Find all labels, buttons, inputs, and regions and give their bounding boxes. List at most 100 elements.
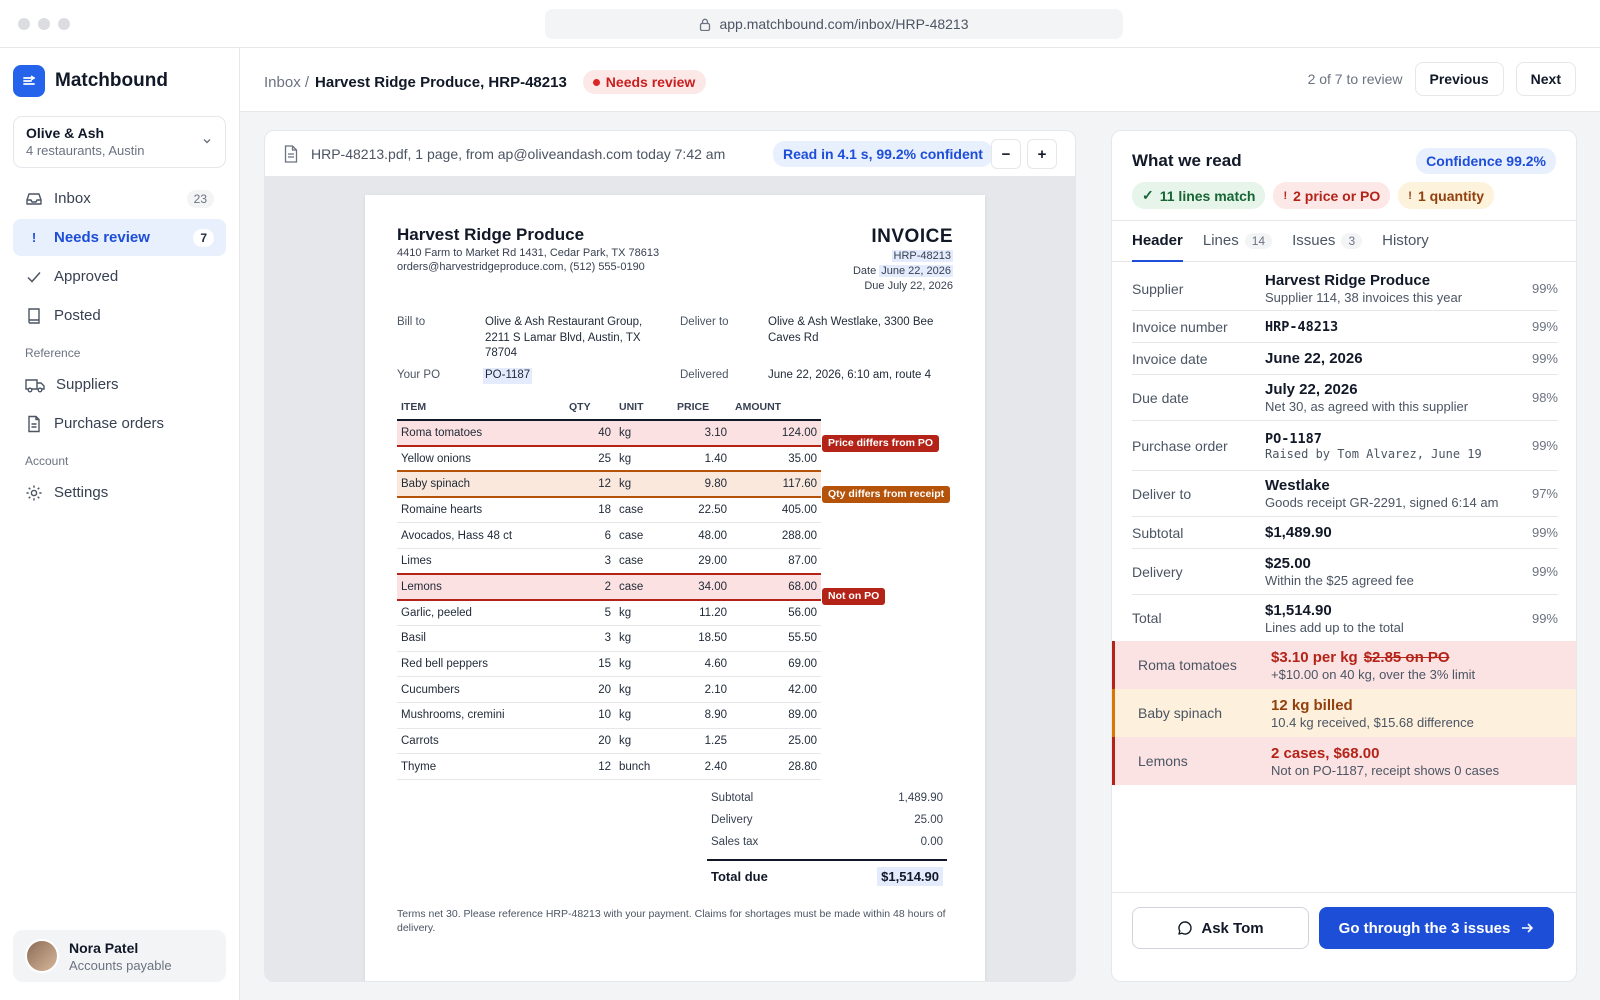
close-window-dot[interactable] (18, 18, 30, 30)
table-row[interactable]: Garlic, peeled 5 kg 11.20 56.00 (397, 599, 821, 626)
tag-price-differs[interactable]: Price differs from PO (822, 435, 940, 452)
address-bar[interactable]: app.matchbound.com/inbox/HRP-48213 (545, 9, 1123, 39)
org-switcher[interactable]: Olive & Ash 4 restaurants, Austin (13, 116, 226, 168)
field-deliver-to[interactable]: Deliver to Westlake Goods receipt GR-2291… (1132, 471, 1558, 517)
field-purchase-order[interactable]: Purchase order PO-1187 Raised by Tom Alva… (1132, 421, 1558, 471)
field-supplier-label: Supplier (1132, 280, 1184, 297)
nav-item-suppliers[interactable]: Suppliers (13, 366, 226, 403)
extraction-panel: What we read Confidence 99.2% ✓ 11 lines … (1111, 130, 1577, 982)
tax-value: 0.00 (920, 836, 943, 848)
nav-item-approved[interactable]: Approved (13, 258, 226, 295)
go-through-issues-button[interactable]: Go through the 3 issues (1319, 907, 1554, 949)
cell-amount: 35.00 (731, 445, 821, 472)
table-row[interactable]: Cucumbers 20 kg 2.10 42.00 (397, 676, 821, 704)
ask-tom-button[interactable]: Ask Tom (1132, 907, 1309, 949)
deliver-to: Olive & Ash Westlake, 3300 Bee Caves Rd (768, 316, 934, 344)
invoice-lines: Roma tomatoes 40 kg 3.10 124.00 Yellow onions… (397, 419, 821, 781)
cell-amount: 87.00 (731, 548, 821, 575)
chip-lines-match[interactable]: ✓ 11 lines match (1132, 182, 1266, 209)
cell-price: 48.00 (673, 522, 731, 549)
nav-item-posted[interactable]: Posted (13, 297, 226, 334)
col-unit: UNIT (615, 401, 673, 421)
table-row[interactable]: Carrots 20 kg 1.25 25.00 (397, 728, 821, 755)
nav-item-purchase-orders[interactable]: Purchase orders (13, 405, 226, 442)
table-row[interactable]: Lemons 2 case 34.00 68.00 (397, 573, 821, 601)
table-row[interactable]: Baby spinach 12 kg 9.80 117.60 (397, 470, 821, 499)
invoice-meta: INVOICE HRP-48213 Date June 22, 2026 Due… (853, 225, 953, 294)
table-row[interactable]: Romaine hearts 18 case 22.50 405.00 (397, 497, 821, 524)
zoom-out-button[interactable]: − (991, 139, 1021, 169)
nav-item-settings[interactable]: Settings (13, 474, 226, 511)
cell-qty: 3 (565, 625, 615, 652)
nav-section-account: Account (25, 454, 69, 468)
truck-icon (25, 378, 45, 392)
field-subtotal[interactable]: Subtotal $1,489.90 99% (1132, 517, 1558, 549)
nav-item-inbox[interactable]: Inbox 23 (13, 180, 226, 217)
nav-label-approved: Approved (54, 268, 119, 285)
cell-qty: 25 (565, 445, 615, 472)
field-total[interactable]: Total $1,514.90 Lines add up to the total… (1132, 595, 1558, 641)
table-row[interactable]: Thyme 12 bunch 2.40 28.80 (397, 753, 821, 781)
field-invoice-number-confidence: 99% (1531, 319, 1558, 334)
chip-quantity[interactable]: ! 1 quantity (1398, 182, 1495, 209)
cell-amount: 288.00 (731, 522, 821, 549)
panel-footer: Ask Tom Go through the 3 issues (1112, 892, 1576, 981)
field-total-label: Total (1132, 610, 1162, 626)
invoice-supplier-name: Harvest Ridge Produce (397, 225, 585, 244)
issue-lemons[interactable]: Lemons 2 cases, $68.00 Not on PO-1187, re… (1112, 737, 1576, 785)
issue-roma-tomatoes[interactable]: Roma tomatoes $3.10 per kg $2.85 on PO +$1… (1112, 641, 1576, 689)
breadcrumb-inbox[interactable]: Inbox / (264, 73, 310, 91)
chip-price-or-po[interactable]: ! 2 price or PO (1273, 182, 1391, 209)
table-row[interactable]: Yellow onions 25 kg 1.40 35.00 (397, 445, 821, 472)
tab-history[interactable]: History (1382, 221, 1429, 262)
tab-lines[interactable]: Lines 14 (1203, 221, 1273, 262)
user-card[interactable]: Nora Patel Accounts payable (13, 930, 226, 982)
cell-price: 3.10 (673, 419, 731, 447)
table-row[interactable]: Roma tomatoes 40 kg 3.10 124.00 (397, 419, 821, 447)
browser-titlebar: app.matchbound.com/inbox/HRP-48213 (0, 0, 1600, 48)
issue-lemons-value: 2 cases, $68.00 (1271, 744, 1380, 762)
cell-price: 4.60 (673, 651, 731, 678)
field-delivery-sub: Within the $25 agreed fee (1265, 573, 1414, 588)
ask-tom-label: Ask Tom (1201, 919, 1264, 937)
summary-chips: ✓ 11 lines match ! 2 price or PO ! 1 quanti… (1132, 182, 1495, 209)
gear-icon (26, 485, 42, 500)
brand[interactable]: Matchbound (13, 65, 168, 97)
table-row[interactable]: Avocados, Hass 48 ct 6 case 48.00 288.00 (397, 522, 821, 549)
cell-unit: kg (615, 445, 673, 472)
field-supplier[interactable]: Supplier Harvest Ridge Produce Supplier 1… (1132, 267, 1558, 311)
chip-price-or-po-label: 2 price or PO (1293, 187, 1381, 204)
previous-button[interactable]: Previous (1414, 62, 1504, 96)
table-row[interactable]: Red bell peppers 15 kg 4.60 69.00 (397, 651, 821, 678)
table-row[interactable]: Limes 3 case 29.00 87.00 (397, 548, 821, 575)
cell-qty: 15 (565, 651, 615, 678)
field-purchase-order-sub: Raised by Tom Alvarez, June 19 (1265, 446, 1482, 461)
issue-baby-spinach[interactable]: Baby spinach 12 kg billed 10.4 kg receive… (1112, 689, 1576, 737)
col-price: PRICE (673, 401, 731, 421)
cell-item: Garlic, peeled (397, 599, 565, 626)
minimize-window-dot[interactable] (38, 18, 50, 30)
field-invoice-number[interactable]: Invoice number HRP-48213 99% (1132, 311, 1558, 343)
zoom-in-button[interactable]: + (1027, 139, 1057, 169)
tag-not-on-po[interactable]: Not on PO (822, 588, 886, 605)
nav-item-needs-review[interactable]: ! Needs review 7 (13, 219, 226, 256)
field-delivery-value: $25.00 (1265, 555, 1311, 572)
table-row[interactable]: Mushrooms, cremini 10 kg 8.90 89.00 (397, 702, 821, 729)
delivery-label: Delivery (711, 814, 753, 826)
window-controls (18, 18, 70, 30)
field-invoice-date[interactable]: Invoice date June 22, 2026 99% (1132, 343, 1558, 375)
tag-qty-differs[interactable]: Qty differs from receipt (822, 486, 951, 503)
maximize-window-dot[interactable] (58, 18, 70, 30)
field-due-date[interactable]: Due date July 22, 2026 Net 30, as agreed … (1132, 375, 1558, 421)
tab-issues[interactable]: Issues 3 (1292, 221, 1363, 262)
field-delivery[interactable]: Delivery $25.00 Within the $25 agreed fee… (1132, 549, 1558, 595)
brand-name: Matchbound (55, 70, 168, 91)
cell-amount: 405.00 (731, 497, 821, 524)
next-button[interactable]: Next (1515, 62, 1576, 96)
nav-label-purchase-orders: Purchase orders (54, 415, 165, 432)
issue-roma-value: $3.10 per kg (1271, 648, 1358, 666)
table-row[interactable]: Basil 3 kg 18.50 55.50 (397, 625, 821, 652)
exclamation-icon: ! (1283, 189, 1288, 202)
cell-amount: 117.60 (731, 470, 821, 499)
tab-header[interactable]: Header (1132, 221, 1183, 262)
